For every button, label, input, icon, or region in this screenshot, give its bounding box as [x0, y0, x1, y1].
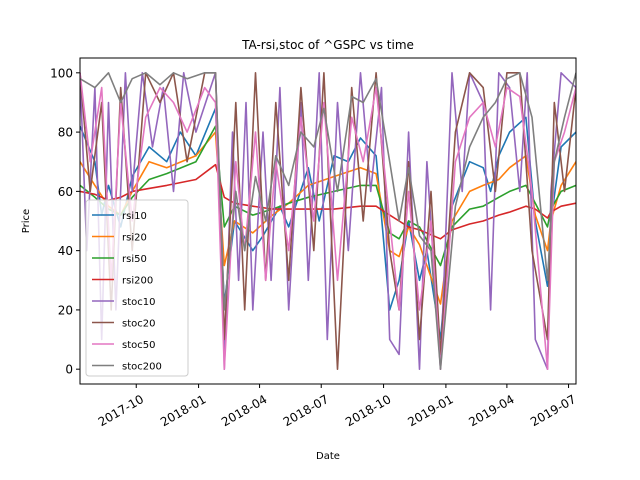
legend-label-rsi50: rsi50: [122, 254, 147, 265]
legend-label-stoc200: stoc200: [122, 362, 162, 373]
legend-label-rsi20: rsi20: [122, 233, 147, 244]
series-layer: [80, 72, 576, 371]
series-line-stoc200: [80, 72, 576, 371]
series-line-stoc50: [80, 72, 576, 371]
chart-title: TA-rsi,stoc of ^GSPC vs time: [241, 38, 414, 52]
series-line-stoc20: [80, 72, 576, 371]
y-tick-label: 40: [58, 244, 73, 258]
legend-label-stoc10: stoc10: [122, 297, 155, 308]
series-line-rsi50: [80, 125, 576, 267]
series-line-rsi200: [80, 163, 576, 240]
legend-label-stoc50: stoc50: [122, 340, 155, 351]
legend-label-stoc20: stoc20: [122, 319, 155, 330]
y-axis-ticks: 0 20 40 60 80 100: [50, 66, 80, 377]
legend-box: [85, 199, 189, 377]
x-axis-label: Date: [316, 451, 340, 462]
legend: rsi10 rsi20 rsi50 rsi200 stoc10 stoc20 stoc50 s…: [85, 199, 189, 377]
y-tick-label: 60: [58, 185, 73, 199]
y-tick-label: 20: [58, 303, 73, 317]
y-tick-label: 0: [65, 363, 73, 377]
y-axis-label: Price: [21, 209, 32, 233]
legend-label-rsi200: rsi200: [122, 276, 153, 287]
plot-frame: [79, 57, 577, 385]
legend-label-rsi10: rsi10: [122, 211, 147, 222]
y-tick-label: 80: [58, 126, 73, 140]
series-line-stoc10: [80, 72, 576, 371]
y-tick-label: 100: [50, 66, 73, 80]
